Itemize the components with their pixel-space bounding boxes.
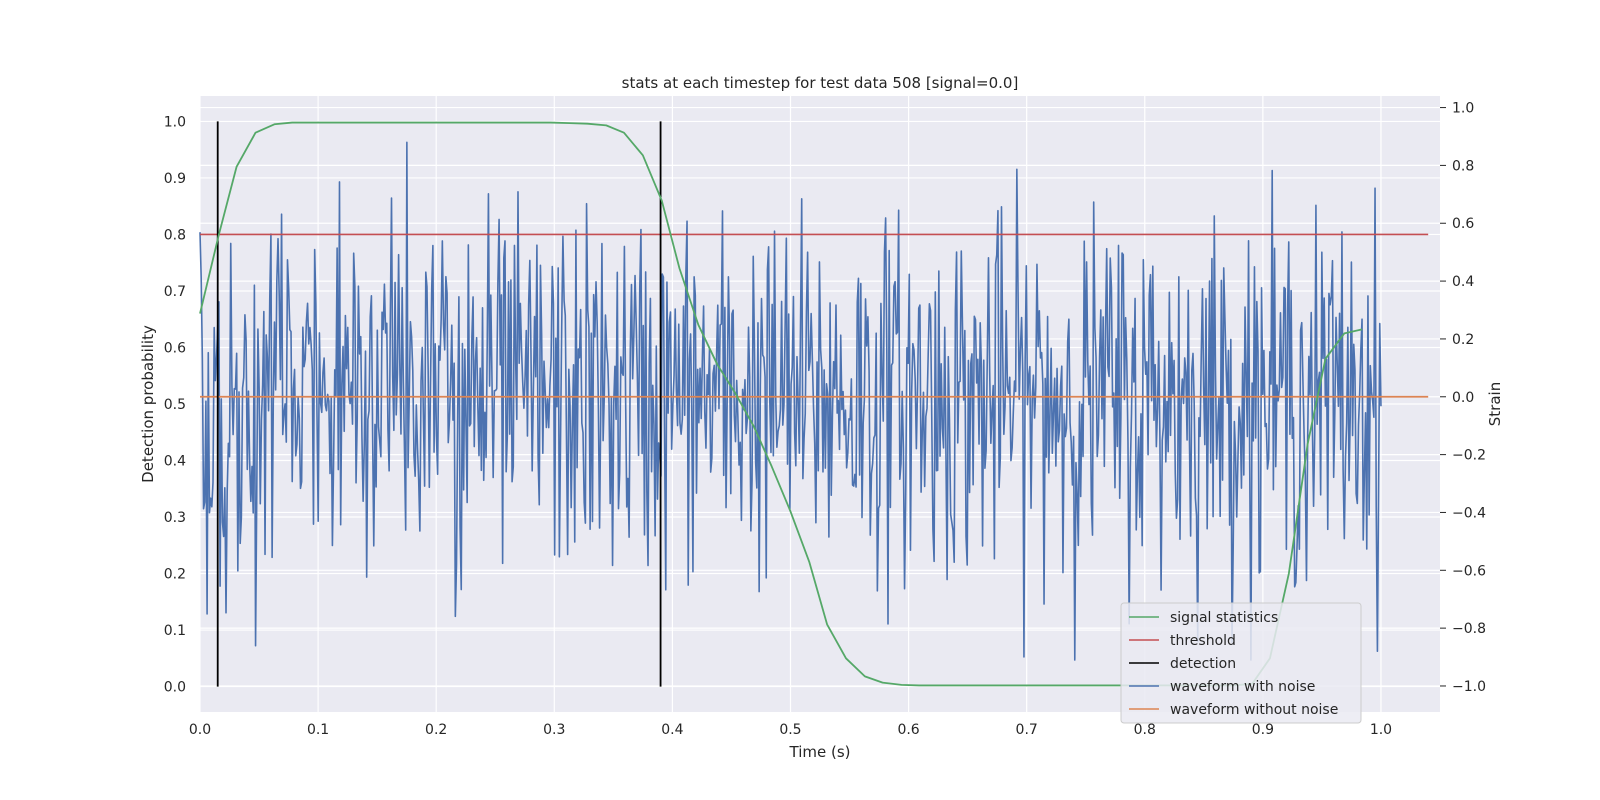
y-tick-label: 0.5 — [164, 397, 186, 413]
legend: signal statistics threshold detection wa… — [1120, 602, 1362, 724]
chart-title: stats at each timestep for test data 508… — [622, 74, 1019, 92]
y-right-tick-label: 0.6 — [1452, 216, 1474, 232]
y-tick-label: 0.4 — [164, 454, 186, 470]
y-axis-label: Detection probability — [139, 325, 157, 483]
y-tick-label: 0.9 — [164, 171, 186, 187]
y-right-tick-label: 0.2 — [1452, 332, 1474, 348]
x-tick-label: 0.8 — [1134, 722, 1156, 738]
y-right-tick-label: 1.0 — [1452, 101, 1474, 117]
legend-label-waveform-with-noise: waveform with noise — [1170, 679, 1315, 695]
y-tick-label: 0.2 — [164, 567, 186, 583]
x-tick-label: 0.2 — [425, 722, 447, 738]
x-tick-label: 0.3 — [543, 722, 565, 738]
legend-box — [1120, 602, 1362, 724]
y-tick-label: 0.8 — [164, 227, 186, 243]
x-tick-label: 0.4 — [661, 722, 683, 738]
x-tick-label: 1.0 — [1370, 722, 1392, 738]
waveform-with-noise-line — [199, 141, 1382, 661]
y-right-tick-label: −0.8 — [1452, 621, 1486, 637]
y-right-tick-label: −0.6 — [1452, 563, 1486, 579]
y-right-tick-label: 0.8 — [1452, 158, 1474, 174]
legend-label-signal-statistics: signal statistics — [1170, 610, 1278, 626]
y-tick-label: 0.3 — [164, 510, 186, 526]
y-tick-label: 0.6 — [164, 340, 186, 356]
y-tick-label: 0.1 — [164, 623, 186, 639]
x-tick-label: 0.7 — [1016, 722, 1038, 738]
y-tick-label: 0.0 — [164, 680, 186, 696]
y-tick-label: 0.7 — [164, 284, 186, 300]
x-tick-label: 0.9 — [1252, 722, 1274, 738]
x-tick-label: 0.1 — [307, 722, 329, 738]
legend-label-detection: detection — [1170, 656, 1236, 672]
y-right-tick-label: −1.0 — [1452, 679, 1486, 695]
y-right-tick-label: 0.4 — [1452, 274, 1474, 290]
y-tick-label: 1.0 — [164, 114, 186, 130]
series-layer — [199, 121, 1429, 687]
legend-label-waveform-without-noise: waveform without noise — [1170, 702, 1338, 718]
x-tick-label: 0.6 — [897, 722, 919, 738]
legend-label-threshold: threshold — [1170, 633, 1236, 649]
tick-labels: 0.0 0.1 0.2 0.3 0.4 0.5 0.6 0.7 0.8 0.9 1.0 0.0 0.1 0… — [164, 101, 1486, 738]
y-right-axis-label: Strain — [1486, 382, 1504, 426]
x-tick-label: 0.0 — [189, 722, 211, 738]
x-tick-label: 0.5 — [779, 722, 801, 738]
y-right-tick-label: −0.2 — [1452, 448, 1486, 464]
x-axis-label: Time (s) — [789, 743, 851, 761]
y-right-tick-label: 0.0 — [1452, 390, 1474, 406]
y-right-tick-label: −0.4 — [1452, 505, 1486, 521]
